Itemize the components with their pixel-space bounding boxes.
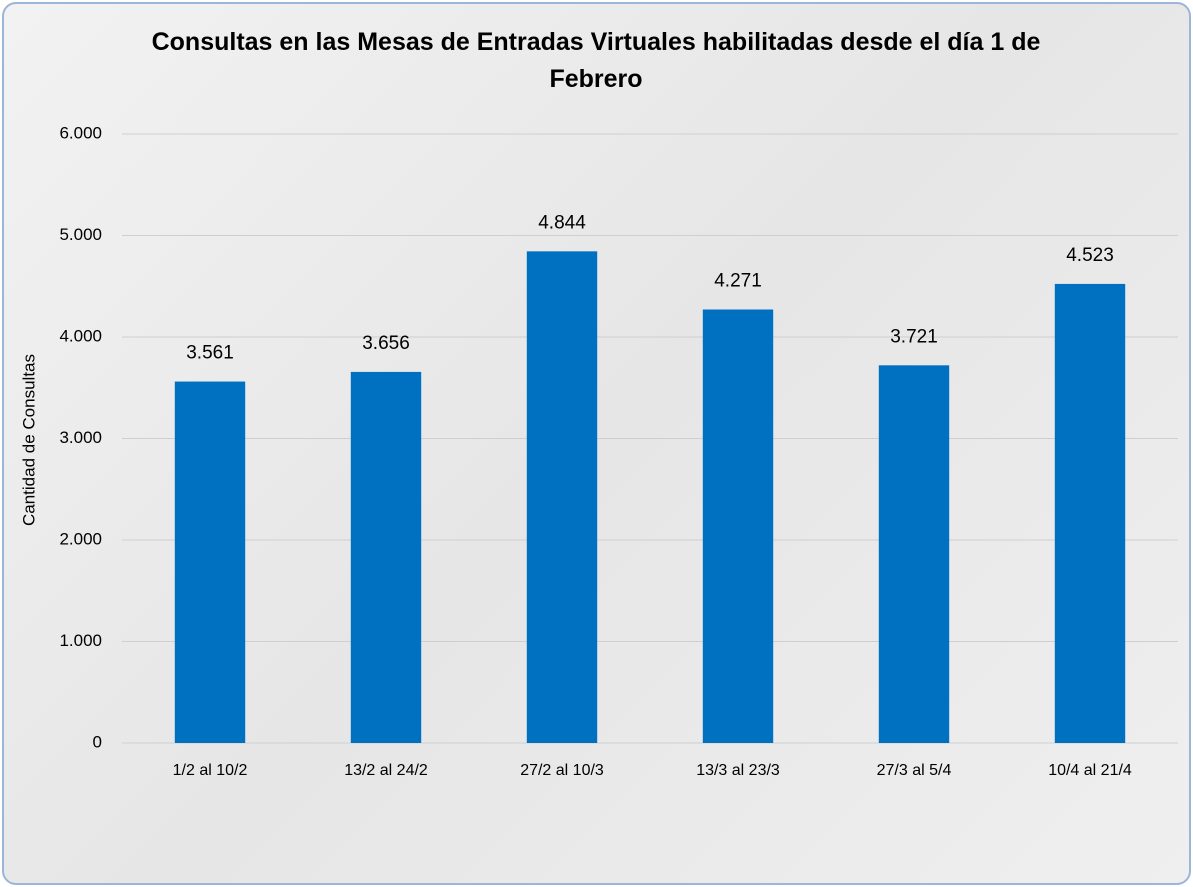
- bar: [702, 309, 774, 743]
- x-tick-label: 1/2 al 10/2: [173, 762, 248, 779]
- bar: [174, 381, 246, 743]
- x-tick-label: 13/2 al 24/2: [344, 762, 428, 779]
- bar: [526, 251, 598, 744]
- x-tick-label: 27/3 al 5/4: [877, 762, 952, 779]
- data-label: 3.721: [890, 326, 938, 347]
- data-label: 4.271: [714, 271, 762, 292]
- y-tick-label: 6.000: [59, 123, 102, 142]
- y-tick-label: 2.000: [59, 529, 102, 548]
- y-axis-label: Cantidad de Consultas: [19, 354, 38, 526]
- chart-title: Consultas en las Mesas de Entradas Virtu…: [151, 28, 1041, 93]
- y-tick-label: 5.000: [59, 225, 102, 244]
- data-label: 3.561: [186, 343, 234, 364]
- bar: [1054, 283, 1126, 743]
- x-tick-label: 27/2 al 10/3: [520, 762, 604, 779]
- y-tick-label: 3.000: [59, 428, 102, 447]
- bar: [878, 365, 950, 743]
- y-tick-label: 0: [93, 732, 102, 751]
- data-label: 4.523: [1066, 245, 1114, 266]
- y-tick-label: 1.000: [59, 631, 102, 650]
- data-label: 4.844: [538, 212, 586, 233]
- x-tick-label: 13/3 al 23/3: [696, 762, 780, 779]
- y-tick-label: 4.000: [59, 326, 102, 345]
- data-label: 3.656: [362, 333, 410, 354]
- bar: [350, 371, 422, 743]
- x-tick-label: 10/4 al 21/4: [1048, 762, 1132, 779]
